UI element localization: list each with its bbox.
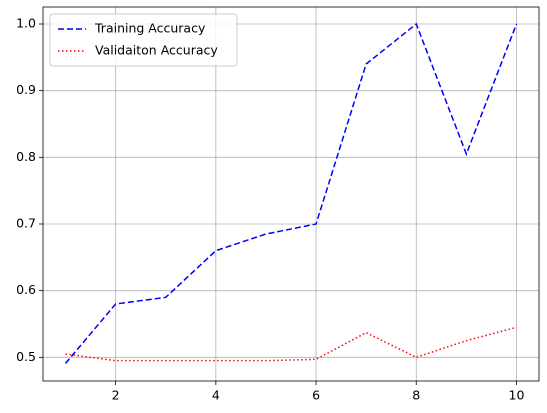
x-tick-label: 4 bbox=[212, 388, 220, 403]
legend-box bbox=[49, 13, 238, 67]
y-tick-label: 0.5 bbox=[16, 349, 36, 364]
y-tick-label: 0.6 bbox=[16, 282, 36, 297]
y-tick-label: 0.9 bbox=[16, 82, 36, 97]
y-tick-label: 0.7 bbox=[16, 216, 36, 231]
x-tick-label: 8 bbox=[412, 388, 420, 403]
x-tick-label: 10 bbox=[509, 388, 525, 403]
data-line bbox=[65, 326, 517, 362]
legend-label: Validaiton Accuracy bbox=[95, 43, 218, 58]
y-tick-label: 1.0 bbox=[16, 16, 36, 31]
y-tick-label: 0.8 bbox=[16, 149, 36, 164]
x-tick-label: 6 bbox=[312, 388, 320, 403]
data-line bbox=[64, 22, 518, 364]
x-tick-label: 2 bbox=[112, 388, 120, 403]
plot-frame bbox=[42, 6, 540, 382]
legend-label: Training Accuracy bbox=[94, 21, 206, 36]
legend: Training Accuracy Validaiton Accuracy bbox=[49, 13, 238, 67]
